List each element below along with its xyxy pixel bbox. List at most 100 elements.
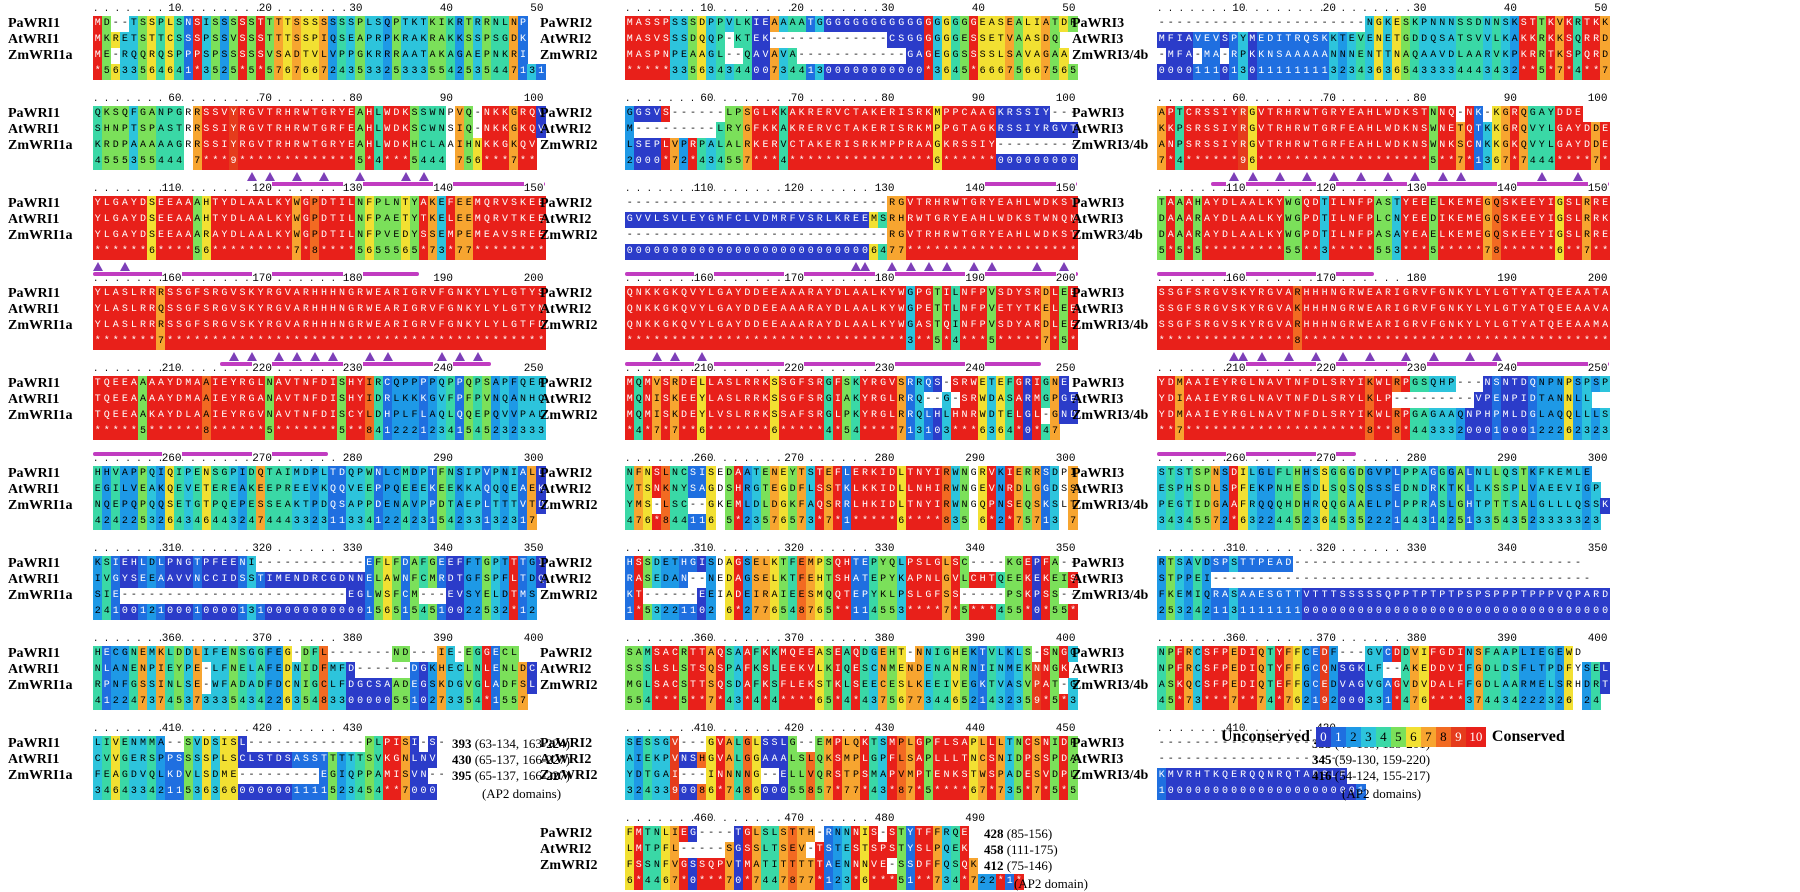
residue: N xyxy=(652,482,661,498)
residue: E xyxy=(193,662,202,678)
conservation-score: * xyxy=(1175,334,1184,350)
residue: V xyxy=(482,392,491,408)
ruler-tick: 110 xyxy=(694,182,714,196)
conservation-score: * xyxy=(806,694,815,710)
residue: Q xyxy=(978,498,987,514)
conservation-score: 9 xyxy=(229,154,238,170)
residue: D xyxy=(1519,376,1528,392)
residue: L xyxy=(752,826,761,842)
residue: T xyxy=(743,32,752,48)
conservation-score: * xyxy=(860,334,869,350)
residue: M xyxy=(1157,32,1166,48)
conservation-score: 3 xyxy=(437,424,446,440)
residue: D xyxy=(1582,122,1591,138)
residue: V xyxy=(625,482,634,498)
residue: Y xyxy=(220,212,229,228)
ruler-tick: 460 xyxy=(694,812,714,826)
residue: D xyxy=(346,662,355,678)
residue: R xyxy=(102,138,111,154)
residue: R xyxy=(1392,376,1401,392)
residue: - xyxy=(697,106,706,122)
residue: V xyxy=(670,858,679,874)
conservation-score: 4 xyxy=(1356,64,1365,80)
residue: T xyxy=(518,556,527,572)
residue: T xyxy=(897,826,906,842)
conservation-score: 3 xyxy=(346,784,355,800)
residue: L xyxy=(770,572,779,588)
residue: G xyxy=(500,138,509,154)
residue: A xyxy=(1238,196,1247,212)
residue: L xyxy=(1492,318,1501,334)
residue: T xyxy=(265,752,274,768)
residue: K xyxy=(1257,48,1266,64)
residue: V xyxy=(229,32,238,48)
conservation-score: 5 xyxy=(987,334,996,350)
residue: S xyxy=(473,32,482,48)
conservation-score: * xyxy=(1032,244,1041,260)
residue: - xyxy=(634,228,643,244)
conservation-score: 1 xyxy=(256,604,265,620)
ruler-tick: 220 xyxy=(252,362,272,376)
residue: D xyxy=(1311,196,1320,212)
residue: E xyxy=(761,466,770,482)
ruler-tick: 30 xyxy=(349,2,362,16)
residue: L xyxy=(482,302,491,318)
residue: R xyxy=(1275,106,1284,122)
residue: A xyxy=(779,286,788,302)
conservation-score: 3 xyxy=(365,64,374,80)
residue: T xyxy=(960,752,969,768)
residue: A xyxy=(138,408,147,424)
ruler-tick: 50 xyxy=(530,2,543,16)
residue: L xyxy=(1374,212,1383,228)
residue: K xyxy=(455,482,464,498)
sequence-name: AtWRI2 xyxy=(540,482,591,498)
residue: S xyxy=(770,392,779,408)
residue: Y xyxy=(906,826,915,842)
conservation-score: 1 xyxy=(906,874,915,890)
conservation-score: 6 xyxy=(706,784,715,800)
conservation-score: 5 xyxy=(725,514,734,530)
residue: V xyxy=(951,678,960,694)
conservation-score: 1 xyxy=(328,514,337,530)
conservation-score: 6 xyxy=(147,64,156,80)
conservation-score: 6 xyxy=(383,604,392,620)
conservation-score: 7 xyxy=(1068,514,1077,530)
residue: A xyxy=(661,646,670,662)
conservation-score: * xyxy=(969,154,978,170)
residue: K xyxy=(869,138,878,154)
residue: K xyxy=(1023,572,1032,588)
residue: K xyxy=(1519,48,1528,64)
residue: Q xyxy=(1023,498,1032,514)
ruler-tick: 230 xyxy=(875,362,895,376)
conservation-score: * xyxy=(328,334,337,350)
conservation-score: * xyxy=(1510,334,1519,350)
residue: - xyxy=(679,736,688,752)
residue: L xyxy=(897,498,906,514)
conservation-score: 0 xyxy=(806,244,815,260)
residue: S xyxy=(688,752,697,768)
ruler-tick: 380 xyxy=(343,632,363,646)
conservation-score: * xyxy=(1573,334,1582,350)
residue: Y xyxy=(355,408,364,424)
conservation-score: * xyxy=(536,334,545,350)
residue: T xyxy=(915,196,924,212)
binding-site-marker xyxy=(1465,352,1475,361)
residue: L xyxy=(374,122,383,138)
residue: P xyxy=(860,588,869,604)
residue: G xyxy=(410,302,419,318)
ruler-tick: 70 xyxy=(1323,92,1336,106)
residue: A xyxy=(725,556,734,572)
residue: V xyxy=(688,302,697,318)
residue: K xyxy=(770,556,779,572)
residue: L xyxy=(1320,392,1329,408)
residue: C xyxy=(238,752,247,768)
residue: F xyxy=(265,662,274,678)
residue: G xyxy=(1555,228,1564,244)
residue: V xyxy=(761,48,770,64)
residue: C xyxy=(978,752,987,768)
conservation-score: * xyxy=(500,334,509,350)
conservation-score: 5 xyxy=(634,694,643,710)
residue: K xyxy=(761,678,770,694)
residue: S xyxy=(238,32,247,48)
conservation-score: * xyxy=(346,244,355,260)
